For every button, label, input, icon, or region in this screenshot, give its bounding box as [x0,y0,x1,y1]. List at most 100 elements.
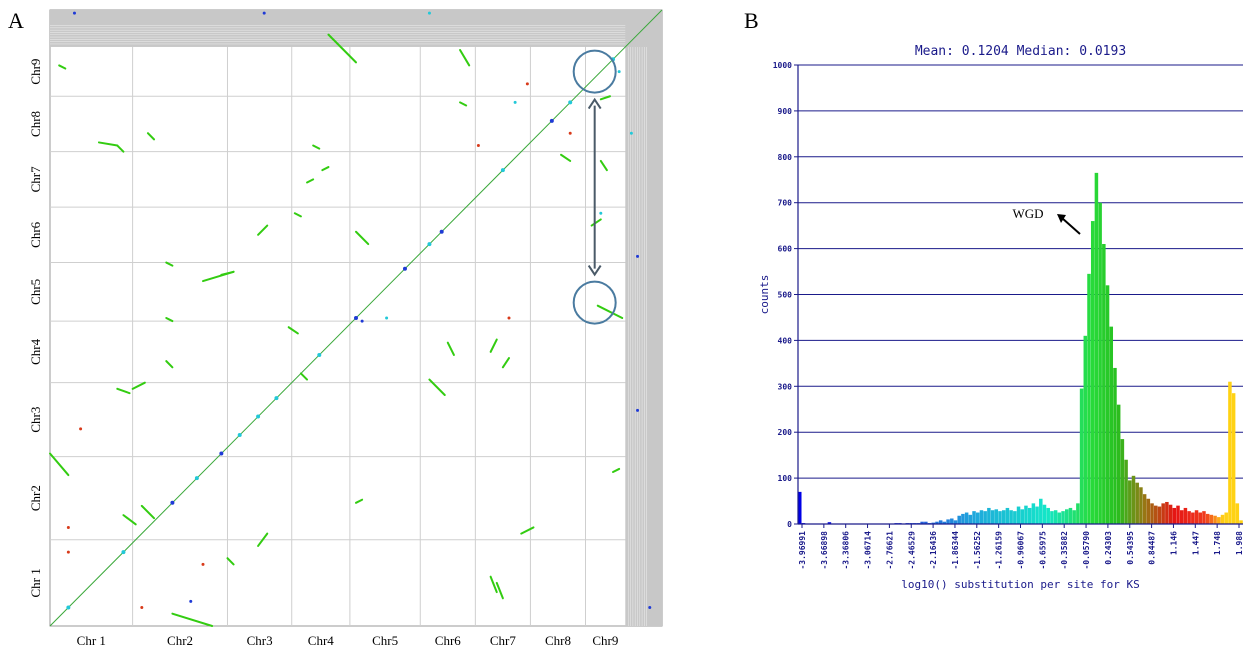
hist-bar [1113,367,1117,524]
hist-bar [827,522,832,524]
x-tick-label: 1.447 [1191,531,1200,555]
hist-bar [1098,202,1102,524]
x-tick-label: -2.16436 [929,531,938,570]
hist-bar [1239,520,1243,524]
hist-bar [1024,505,1028,524]
hist-bar [1235,503,1240,524]
synteny-block [560,153,572,162]
hist-bar [1042,504,1047,524]
x-tick-label: 0.24303 [1104,531,1113,565]
hist-bar [1027,507,1032,524]
diagonal-dot [237,433,242,438]
hist-bar [994,509,999,524]
synteny-block [97,141,119,147]
diagonal-dot [317,352,322,357]
diagonal-dot [121,550,126,555]
hist-bar [798,491,802,524]
synteny-block [140,504,156,520]
scaffold-band-right [625,10,662,626]
hist-bar [1068,507,1073,524]
scatter-dot [66,525,70,529]
x-tick-label: -0.65975 [1038,531,1047,570]
scatter-dot [201,562,205,566]
hist-bar [1031,503,1036,524]
highlight-circle-top [572,49,617,94]
hist-bar [1094,172,1099,525]
hist-bar [1039,498,1043,524]
hist-bar [990,510,995,524]
scatter-dot [599,211,603,215]
y-chrom-label: Chr8 [28,111,43,137]
y-tick-label: 800 [778,153,793,162]
hist-bar [1035,506,1039,524]
diagonal-dot [439,229,444,234]
scatter-dot [427,11,431,15]
hist-bar [1228,381,1232,524]
synteny-block [590,218,602,227]
synteny-block [171,612,214,627]
wgd-annotation: WGD [1012,206,1043,221]
x-tick-label: -3.36806 [842,531,851,570]
hist-bar [1213,515,1217,524]
scatter-dot [72,11,76,15]
synteny-block [58,64,67,70]
hist-bar [950,518,954,524]
x-tick-label: 1.988 [1235,531,1244,555]
hist-bar [1116,404,1121,524]
diagonal-dot [219,451,224,456]
hist-bar [1154,505,1158,524]
hist-bar [1001,510,1006,524]
synteny-block [49,452,70,477]
hist-bar [1168,504,1173,524]
hist-bar [924,521,928,524]
y-chrom-label: Chr7 [28,166,43,193]
scatter-dot [476,144,480,148]
diagonal-dot [568,100,573,105]
synteny-block [459,49,471,67]
x-chrom-label: Chr2 [167,633,193,648]
synteny-block [165,261,174,267]
x-tick-label: 0.54395 [1126,531,1135,565]
x-tick-label: -0.35882 [1060,531,1069,570]
synteny-block [355,498,364,504]
y-chrom-label: Chr9 [28,59,43,85]
hist-bar [1176,505,1180,524]
y-tick-label: 400 [778,336,793,345]
hist-bar [1128,480,1132,524]
y-tick-label: 700 [778,199,793,208]
synteny-block [116,387,131,395]
hist-bar [1057,512,1062,524]
hist-bar [920,521,924,524]
synteny-block [116,144,125,153]
hist-bar [1105,285,1110,524]
hist-bar [938,520,943,524]
hist-bar [1150,503,1154,524]
synteny-block [299,372,309,381]
hist-bar [1191,512,1195,524]
synteny-block [312,144,321,150]
scatter-dot [513,100,517,104]
synteny-block [257,532,269,547]
hist-bar [1061,511,1065,524]
hist-bar [1220,514,1225,524]
hist-bar [1139,487,1143,524]
x-tick-label: -1.56252 [973,531,982,570]
hist-bar [1224,512,1228,524]
hist-bar [1076,503,1080,524]
scatter-dot [79,427,83,431]
y-tick-label: 900 [778,107,793,116]
x-chrom-label: Chr7 [490,633,517,648]
y-tick-label: 0 [787,520,792,529]
diagonal-dot [549,118,554,123]
highlight-circle-bottom [572,280,617,325]
hist-bar [1142,494,1147,524]
synteny-block [226,557,235,566]
synteny-block [327,33,357,64]
hist-bar [1013,511,1017,524]
x-tick-label: -3.06714 [864,531,873,570]
y-chrom-label: Chr2 [28,485,43,511]
hist-bar [935,521,939,524]
diagonal-dot [274,396,279,401]
x-tick-label: -0.96067 [1017,531,1026,570]
